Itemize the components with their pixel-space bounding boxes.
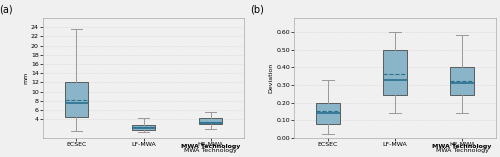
Bar	[132, 125, 156, 130]
Bar	[316, 103, 340, 124]
Bar	[450, 67, 473, 95]
Bar	[64, 82, 88, 117]
Text: (b): (b)	[250, 4, 264, 14]
Bar	[383, 50, 406, 95]
Y-axis label: mm: mm	[23, 72, 28, 84]
Text: MWA Technology: MWA Technology	[432, 138, 492, 149]
Text: (a): (a)	[0, 4, 12, 14]
Text: MWA Technology: MWA Technology	[181, 138, 240, 149]
Bar	[199, 119, 222, 124]
Y-axis label: Deviation: Deviation	[268, 63, 274, 93]
